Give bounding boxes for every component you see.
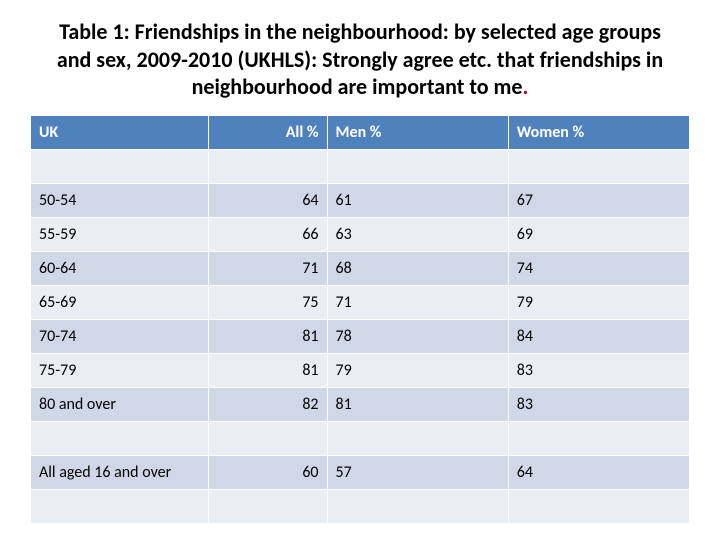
- row-label: 50-54: [31, 183, 209, 217]
- table-title: Table 1: Friendships in the neighbourhoo…: [30, 18, 690, 115]
- spacer-cell: [508, 489, 689, 523]
- spacer-cell: [327, 489, 508, 523]
- row-label: 70-74: [31, 319, 209, 353]
- table-row: All aged 16 and over605764: [31, 455, 690, 489]
- row-value: 83: [508, 387, 689, 421]
- spacer-cell: [208, 489, 327, 523]
- table-row: 65-69757179: [31, 285, 690, 319]
- spacer-cell: [31, 149, 209, 183]
- row-value: 74: [508, 251, 689, 285]
- table-row: 70-74817884: [31, 319, 690, 353]
- table-row: 50-54646167: [31, 183, 690, 217]
- row-value: 69: [508, 217, 689, 251]
- row-value: 68: [327, 251, 508, 285]
- row-label: 60-64: [31, 251, 209, 285]
- col-header-men: Men %: [327, 115, 508, 149]
- row-value: 67: [508, 183, 689, 217]
- col-header-women: Women %: [508, 115, 689, 149]
- row-value: 61: [327, 183, 508, 217]
- table-row: 75-79817983: [31, 353, 690, 387]
- spacer-cell: [508, 149, 689, 183]
- row-value: 60: [208, 455, 327, 489]
- row-value: 81: [208, 319, 327, 353]
- table-row: 60-64716874: [31, 251, 690, 285]
- row-label: All aged 16 and over: [31, 455, 209, 489]
- row-value: 57: [327, 455, 508, 489]
- table-row: 55-59666369: [31, 217, 690, 251]
- spacer-cell: [31, 489, 209, 523]
- row-value: 84: [508, 319, 689, 353]
- row-value: 64: [208, 183, 327, 217]
- row-value: 75: [208, 285, 327, 319]
- spacer-cell: [31, 421, 209, 455]
- row-value: 81: [327, 387, 508, 421]
- col-header-uk: UK: [31, 115, 209, 149]
- table-row: [31, 421, 690, 455]
- row-label: 75-79: [31, 353, 209, 387]
- spacer-cell: [508, 421, 689, 455]
- title-dot: .: [523, 73, 529, 100]
- row-value: 79: [327, 353, 508, 387]
- table-row: [31, 149, 690, 183]
- col-header-all: All %: [208, 115, 327, 149]
- spacer-cell: [327, 149, 508, 183]
- table-header-row: UK All % Men % Women %: [31, 115, 690, 149]
- row-label: 80 and over: [31, 387, 209, 421]
- row-label: 55-59: [31, 217, 209, 251]
- row-value: 66: [208, 217, 327, 251]
- row-value: 71: [208, 251, 327, 285]
- title-text: Table 1: Friendships in the neighbourhoo…: [57, 18, 663, 100]
- row-value: 82: [208, 387, 327, 421]
- row-value: 83: [508, 353, 689, 387]
- spacer-cell: [327, 421, 508, 455]
- row-label: 65-69: [31, 285, 209, 319]
- row-value: 64: [508, 455, 689, 489]
- row-value: 63: [327, 217, 508, 251]
- row-value: 78: [327, 319, 508, 353]
- row-value: 81: [208, 353, 327, 387]
- spacer-cell: [208, 149, 327, 183]
- row-value: 79: [508, 285, 689, 319]
- table-row: [31, 489, 690, 523]
- friendships-table: UK All % Men % Women % 50-5464616755-596…: [30, 115, 690, 524]
- table-row: 80 and over828183: [31, 387, 690, 421]
- row-value: 71: [327, 285, 508, 319]
- spacer-cell: [208, 421, 327, 455]
